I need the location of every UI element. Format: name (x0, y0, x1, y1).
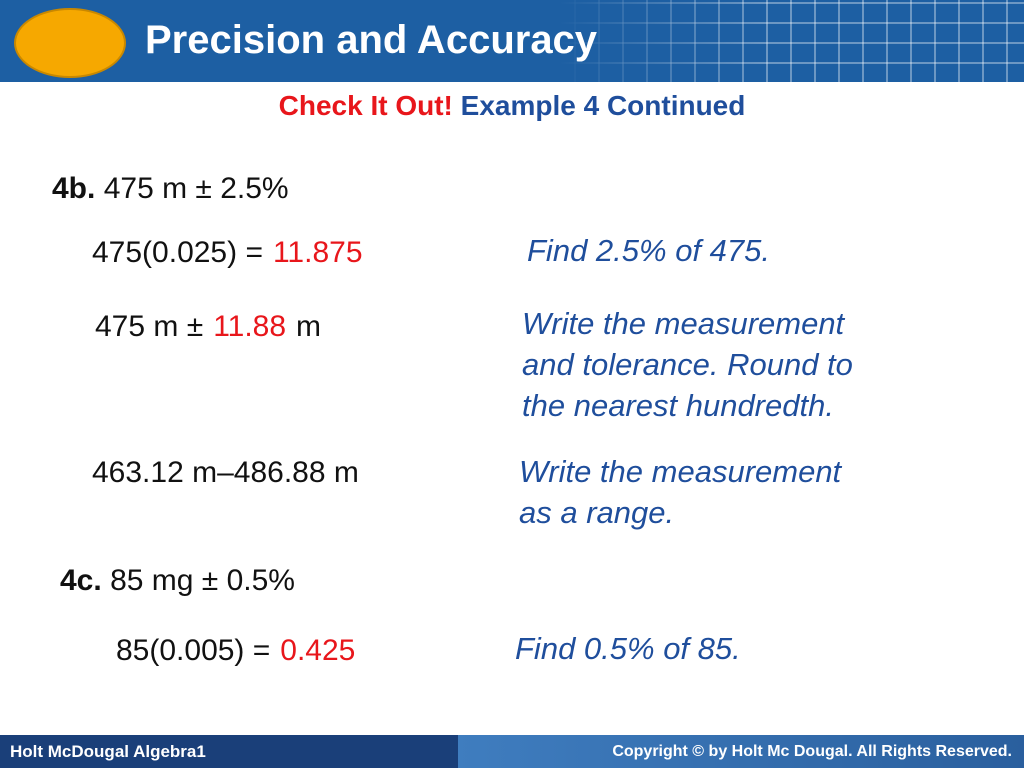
footer-right: Copyright © by Holt Mc Dougal. All Right… (458, 735, 1024, 768)
work: 475(0.025) = 11.875 (92, 236, 363, 270)
problem: 4b. 475 m ± 2.5% (52, 172, 289, 206)
note-line: the nearest hundredth. (522, 388, 834, 423)
note-line: and tolerance. Round to (522, 347, 853, 382)
title: Precision and Accuracy (145, 18, 598, 62)
problem-label: 4c. (60, 564, 102, 597)
note-line: as a range. (519, 495, 675, 530)
note-line: Write the measurement (522, 306, 845, 341)
problem: 4c. 85 mg ± 0.5% (60, 564, 295, 598)
footer-left: Holt McDougal Algebra1 (0, 735, 458, 768)
work: 475 m ± 11.88 m (95, 310, 321, 344)
note: Write the measurement and tolerance. Roun… (522, 303, 853, 426)
note: Write the measurement as a range. (519, 451, 841, 533)
note-line: Write the measurement (519, 454, 842, 489)
work-text: 475(0.025) = (92, 236, 263, 269)
work: 463.12 m–486.88 m (92, 456, 359, 490)
logo-oval (14, 8, 126, 78)
note: Find 2.5% of 475. (527, 230, 770, 271)
subtitle-lead: Check It Out! (278, 90, 453, 121)
work-result: 11.88 (213, 310, 287, 343)
header-band (0, 0, 1024, 82)
note: Find 0.5% of 85. (515, 628, 741, 669)
work-text: 85(0.005) = (116, 634, 271, 667)
note-line: Find 2.5% of 475. (527, 233, 770, 268)
subtitle-rest: Example 4 Continued (460, 90, 746, 121)
note-line: Find 0.5% of 85. (515, 631, 741, 666)
work-text: 475 m ± (95, 310, 204, 343)
problem-statement: 475 m ± 2.5% (103, 172, 289, 205)
problem-label: 4b. (52, 172, 96, 205)
work: 85(0.005) = 0.425 (116, 634, 355, 668)
work-result: 11.875 (272, 236, 363, 269)
problem-statement: 85 mg ± 0.5% (110, 564, 295, 597)
work-result: 0.425 (280, 634, 356, 667)
subtitle: Check It Out! Example 4 Continued (0, 90, 1024, 122)
work-text: m (296, 310, 322, 343)
work-text: 463.12 m–486.88 m (92, 456, 359, 489)
